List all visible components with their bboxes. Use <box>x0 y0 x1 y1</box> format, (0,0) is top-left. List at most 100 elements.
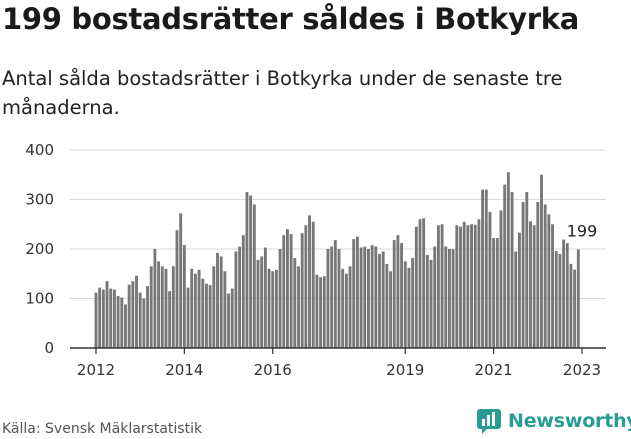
bar <box>344 273 348 348</box>
x-tick-label: 2016 <box>254 361 292 379</box>
bar <box>451 249 455 348</box>
bar <box>219 256 223 348</box>
bar <box>179 213 183 348</box>
bar <box>370 245 374 348</box>
bar <box>484 189 488 348</box>
x-tick-label: 2014 <box>165 361 203 379</box>
x-tick-label: 2021 <box>475 361 513 379</box>
bar <box>201 278 205 348</box>
bar <box>326 249 330 348</box>
bar <box>510 192 514 348</box>
bar <box>175 230 179 348</box>
bar <box>355 236 359 349</box>
bar <box>278 249 282 348</box>
bar-chart: 0 100 200 300 400 2012 2014 2016 2019 2021 2023 199 <box>25 141 606 379</box>
bar <box>131 281 135 348</box>
bar <box>429 259 433 348</box>
bar <box>495 238 499 348</box>
bar <box>418 219 422 348</box>
y-tick-label: 100 <box>25 290 54 308</box>
bar <box>149 266 153 348</box>
data-label-latest: 199 <box>567 221 598 240</box>
bar <box>359 247 363 348</box>
bar <box>411 257 415 348</box>
bar <box>473 224 477 348</box>
bar <box>436 225 440 348</box>
bar <box>440 224 444 348</box>
bar <box>330 246 334 348</box>
bar <box>433 246 437 348</box>
bar <box>352 239 356 348</box>
bar <box>558 253 562 348</box>
brand-logo[interactable]: Newsworthy <box>476 408 631 434</box>
bar <box>146 286 149 349</box>
bar <box>168 291 172 348</box>
bar <box>389 271 392 348</box>
bar <box>462 221 466 348</box>
bar <box>223 271 227 348</box>
bar <box>403 261 407 349</box>
bar <box>138 292 142 348</box>
bar <box>392 240 396 348</box>
bar <box>109 288 113 348</box>
bar <box>543 204 547 348</box>
bar <box>407 267 411 348</box>
bar <box>562 239 566 348</box>
bar <box>208 285 212 348</box>
bar <box>186 287 190 348</box>
bar <box>282 235 286 348</box>
bar <box>536 201 540 348</box>
chart-bubble-logo-icon <box>477 409 501 434</box>
bar <box>363 246 367 348</box>
bar <box>422 218 426 348</box>
bar <box>286 229 289 348</box>
bar <box>230 288 234 348</box>
bar <box>289 234 293 348</box>
bar <box>304 225 308 348</box>
bar <box>396 235 400 348</box>
bar <box>116 296 120 348</box>
bar <box>171 266 175 348</box>
bar <box>385 263 389 348</box>
bar <box>263 247 267 348</box>
bar <box>499 210 503 348</box>
bar <box>182 245 186 348</box>
bar <box>554 250 558 348</box>
bar <box>153 249 157 348</box>
y-tick-label: 200 <box>25 240 54 258</box>
bar <box>241 235 245 348</box>
bar <box>525 192 529 348</box>
bar <box>252 204 256 348</box>
chart-title: 199 bostadsrätter såldes i Botkyrka <box>2 2 580 36</box>
bar <box>492 238 496 348</box>
bar <box>470 224 473 348</box>
bar <box>333 240 337 348</box>
bar <box>212 266 216 348</box>
bar <box>514 251 518 348</box>
bar <box>565 243 569 348</box>
bar <box>94 292 98 348</box>
bar <box>190 268 194 348</box>
bar <box>271 271 275 348</box>
bar <box>197 269 201 348</box>
bar <box>503 184 507 348</box>
bar <box>378 253 381 348</box>
bar <box>112 289 116 348</box>
bar <box>308 215 311 348</box>
bar <box>160 266 164 348</box>
bar <box>400 243 404 348</box>
bar <box>506 172 510 348</box>
bar <box>238 246 242 348</box>
bar <box>477 219 481 348</box>
bar <box>249 195 253 348</box>
bar <box>127 284 131 348</box>
y-tick-label: 0 <box>44 339 54 357</box>
bar <box>193 273 197 348</box>
brand-name: Newsworthy <box>508 410 631 432</box>
bar <box>267 268 271 348</box>
bar <box>227 293 230 348</box>
bar <box>337 249 341 348</box>
bar <box>488 211 492 349</box>
bar <box>481 189 485 348</box>
bar <box>245 192 249 348</box>
